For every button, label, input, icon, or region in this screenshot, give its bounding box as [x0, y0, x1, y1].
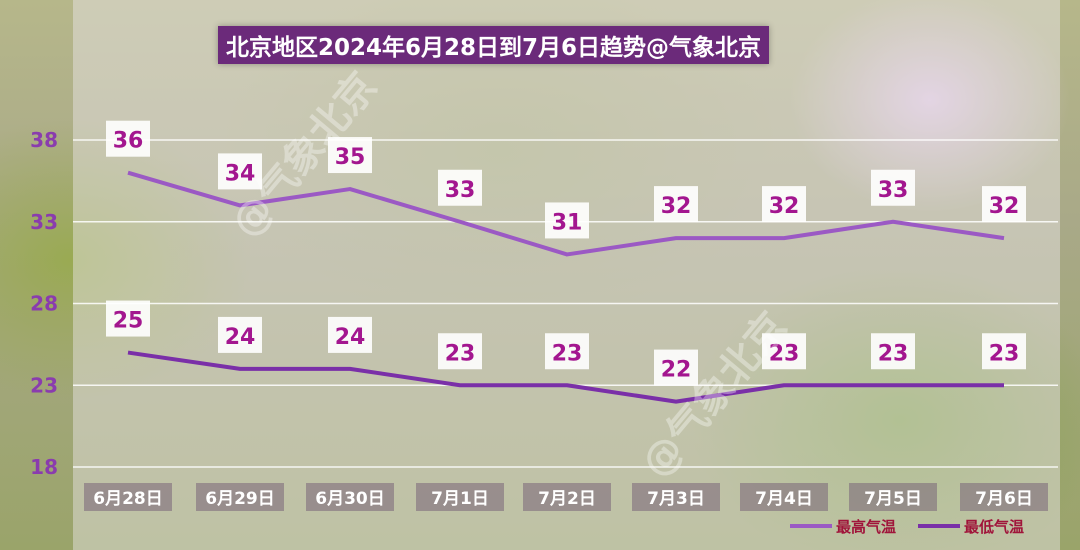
- y-tick-label: 18: [30, 455, 58, 479]
- data-label: 32: [989, 194, 1020, 219]
- data-label-bg: [871, 169, 915, 206]
- plot-panel: [73, 0, 1060, 550]
- x-tick-label: 7月3日: [647, 489, 705, 509]
- data-label-bg: [762, 186, 806, 223]
- watermark: @气象北京: [632, 304, 796, 487]
- data-label: 23: [552, 341, 583, 366]
- legend-label: 最高气温: [836, 518, 896, 536]
- y-tick-label: 28: [30, 292, 58, 316]
- chart-title: 北京地区2024年6月28日到7月6日趋势@气象北京: [218, 26, 770, 64]
- data-label-bg: [762, 333, 806, 370]
- data-label: 23: [445, 341, 476, 366]
- x-tick-label: 7月5日: [864, 489, 922, 509]
- series-line-high: [127, 170, 1005, 257]
- data-label: 24: [335, 325, 366, 350]
- data-label: 33: [445, 178, 476, 203]
- x-tick-label: 7月4日: [755, 489, 813, 509]
- x-label-bg: [632, 483, 720, 511]
- data-label: 33: [878, 178, 909, 203]
- data-label-bg: [438, 333, 482, 370]
- data-label: 23: [878, 341, 909, 366]
- data-label: 32: [769, 194, 800, 219]
- legend-label: 最低气温: [964, 518, 1024, 536]
- x-tick-label: 6月28日: [93, 489, 163, 509]
- x-label-bg: [523, 483, 611, 511]
- data-label-bg: [654, 186, 698, 223]
- data-label: 24: [225, 325, 256, 350]
- data-label-bg: [982, 186, 1026, 223]
- x-label-bg: [960, 483, 1048, 511]
- x-tick-label: 6月30日: [315, 489, 385, 509]
- data-label: 34: [225, 161, 256, 186]
- data-label: 32: [661, 194, 692, 219]
- data-label-bg: [106, 120, 150, 157]
- x-tick-label: 7月1日: [431, 489, 489, 509]
- data-label: 23: [769, 341, 800, 366]
- y-tick-label: 23: [30, 373, 58, 397]
- data-label: 22: [661, 358, 692, 383]
- data-label-bg: [545, 202, 589, 239]
- y-tick-label: 38: [30, 128, 58, 152]
- x-tick-label: 7月2日: [538, 489, 596, 509]
- data-label-bg: [982, 333, 1026, 370]
- x-tick-label: 7月6日: [975, 489, 1033, 509]
- data-label-bg: [871, 333, 915, 370]
- y-tick-label: 33: [30, 210, 58, 234]
- x-label-bg: [196, 483, 284, 511]
- x-label-bg: [416, 483, 504, 511]
- data-label-bg: [545, 333, 589, 370]
- data-label-bg: [218, 316, 262, 353]
- data-label-bg: [328, 137, 372, 174]
- data-label-bg: [218, 153, 262, 190]
- data-label: 31: [552, 210, 583, 235]
- series-line-low: [127, 350, 1004, 404]
- data-label: 23: [989, 341, 1020, 366]
- x-label-bg: [849, 483, 937, 511]
- data-label-bg: [438, 169, 482, 206]
- data-label: 36: [113, 129, 144, 154]
- data-label-bg: [106, 300, 150, 337]
- x-label-bg: [306, 483, 394, 511]
- x-label-bg: [740, 483, 828, 511]
- data-label-bg: [654, 349, 698, 386]
- x-tick-label: 6月29日: [205, 489, 275, 509]
- x-label-bg: [84, 483, 172, 511]
- data-label: 25: [113, 309, 144, 334]
- data-label: 35: [335, 145, 366, 170]
- data-label-bg: [328, 316, 372, 353]
